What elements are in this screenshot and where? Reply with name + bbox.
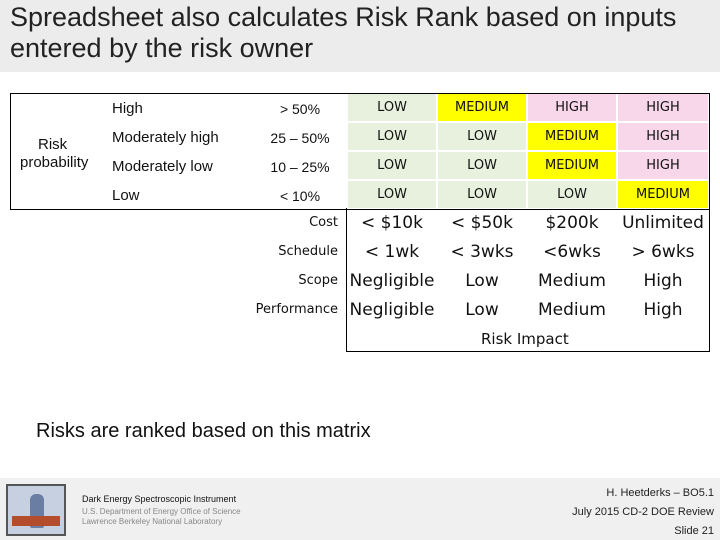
row-label-low: Low xyxy=(112,187,140,204)
rank-cell: LOW xyxy=(528,181,616,208)
presenter: H. Heetderks – BO5.1 xyxy=(606,487,714,499)
row-label-moderately-low: Moderately low xyxy=(112,158,213,175)
rank-cell: LOW xyxy=(348,123,436,150)
impact-value: < 3wks xyxy=(450,242,514,262)
impact-value: High xyxy=(643,300,683,320)
probability-label-risk: Risk xyxy=(38,136,68,153)
impact-value: < $50k xyxy=(451,213,513,233)
range-high: > 50% xyxy=(279,101,321,117)
rank-cell: LOW xyxy=(438,152,526,179)
rank-cell: MEDIUM xyxy=(528,152,616,179)
risk-matrix: Risk probability High Moderately high Mo… xyxy=(10,93,710,353)
desi-logo-icon xyxy=(6,484,66,536)
matrix-caption: Risks are ranked based on this matrix xyxy=(36,420,371,442)
row-label-moderately-high: Moderately high xyxy=(112,129,219,146)
rank-cell: LOW xyxy=(348,94,436,121)
org-name: Dark Energy Spectroscopic Instrument xyxy=(82,494,237,504)
impact-value: Low xyxy=(465,271,499,291)
impact-value: Unlimited xyxy=(622,213,704,233)
impact-value: Medium xyxy=(538,300,606,320)
range-moderately-low: 10 – 25% xyxy=(270,159,330,175)
slide-number: Slide 21 xyxy=(674,525,714,537)
range-moderately-high: 25 – 50% xyxy=(270,130,330,146)
org-line-doe: U.S. Department of Energy Office of Scie… xyxy=(82,507,241,516)
rank-cell: HIGH xyxy=(528,94,616,121)
rank-cell: HIGH xyxy=(618,152,708,179)
impact-label-scope: Scope xyxy=(298,273,338,288)
impact-value: <6wks xyxy=(543,242,601,262)
rank-cell: HIGH xyxy=(618,94,708,121)
org-line-lbnl: Lawrence Berkeley National Laboratory xyxy=(82,517,223,526)
impact-value: Negligible xyxy=(349,300,435,320)
impact-value: Low xyxy=(465,300,499,320)
row-label-high: High xyxy=(112,100,143,117)
impact-value: Negligible xyxy=(349,271,435,291)
impact-value: < 1wk xyxy=(364,242,420,262)
probability-label-probability: probability xyxy=(20,154,89,171)
impact-value: Medium xyxy=(538,271,606,291)
impact-frame xyxy=(346,208,710,352)
slide-title: Spreadsheet also calculates Risk Rank ba… xyxy=(10,2,677,63)
rank-cell: LOW xyxy=(348,181,436,208)
impact-value: < $10k xyxy=(361,213,423,233)
rank-cell: LOW xyxy=(348,152,436,179)
rank-cell: MEDIUM xyxy=(528,123,616,150)
impact-value: $200k xyxy=(545,213,599,233)
risk-impact-axis-label: Risk Impact xyxy=(481,330,569,348)
probability-frame xyxy=(10,93,710,210)
impact-value: High xyxy=(643,271,683,291)
event: July 2015 CD-2 DOE Review xyxy=(572,506,714,518)
range-low: < 10% xyxy=(279,188,321,204)
impact-label-cost: Cost xyxy=(309,215,338,230)
impact-label-schedule: Schedule xyxy=(278,244,338,259)
rank-cell: LOW xyxy=(438,181,526,208)
rank-cell: MEDIUM xyxy=(618,181,708,208)
footer-band xyxy=(0,478,720,540)
rank-cell: LOW xyxy=(438,123,526,150)
impact-value: > 6wks xyxy=(631,242,695,262)
title-band xyxy=(0,0,720,72)
rank-cell: MEDIUM xyxy=(438,94,526,121)
rank-cell: HIGH xyxy=(618,123,708,150)
impact-label-performance: Performance xyxy=(255,302,338,317)
